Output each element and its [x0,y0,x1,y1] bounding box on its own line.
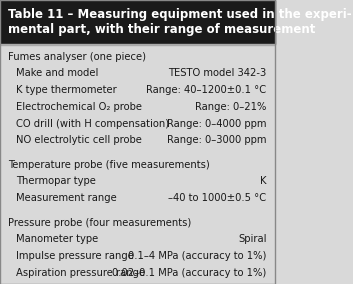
Text: Range: 0–21%: Range: 0–21% [195,102,267,112]
Text: CO drill (with H compensation): CO drill (with H compensation) [17,119,169,129]
Bar [0,44,275,45]
Text: K: K [260,176,267,187]
Text: Manometer type: Manometer type [17,234,99,244]
Text: TESTO model 342-3: TESTO model 342-3 [168,68,267,78]
Text: Range: 40–1200±0.1 °C: Range: 40–1200±0.1 °C [146,85,267,95]
Text: Pressure probe (four measurements): Pressure probe (four measurements) [8,218,191,227]
Text: –40 to 1000±0.5 °C: –40 to 1000±0.5 °C [168,193,267,203]
Text: NO electrolytic cell probe: NO electrolytic cell probe [17,135,142,145]
Text: Impulse pressure range: Impulse pressure range [17,251,134,261]
Text: 0.02–0.1 MPa (accuracy to 1%): 0.02–0.1 MPa (accuracy to 1%) [112,268,267,278]
Text: Thermopar type: Thermopar type [17,176,96,187]
Text: Aspiration pressure range: Aspiration pressure range [17,268,145,278]
Text: Make and model: Make and model [17,68,99,78]
Text: Spiral: Spiral [238,234,267,244]
Text: Table 11 – Measuring equipment used in the experi-
mental part, with their range: Table 11 – Measuring equipment used in t… [8,8,352,36]
Text: Electrochemical O₂ probe: Electrochemical O₂ probe [17,102,143,112]
Text: 0.1–4 MPa (accuracy to 1%): 0.1–4 MPa (accuracy to 1%) [128,251,267,261]
Text: Range: 0–4000 ppm: Range: 0–4000 ppm [167,119,267,129]
Text: Temperature probe (five measurements): Temperature probe (five measurements) [8,160,210,170]
Text: Range: 0–3000 ppm: Range: 0–3000 ppm [167,135,267,145]
Text: K type thermometer: K type thermometer [17,85,117,95]
Text: Fumes analyser (one piece): Fumes analyser (one piece) [8,52,146,62]
Text: Measurement range: Measurement range [17,193,117,203]
Bar [0,0,275,44]
